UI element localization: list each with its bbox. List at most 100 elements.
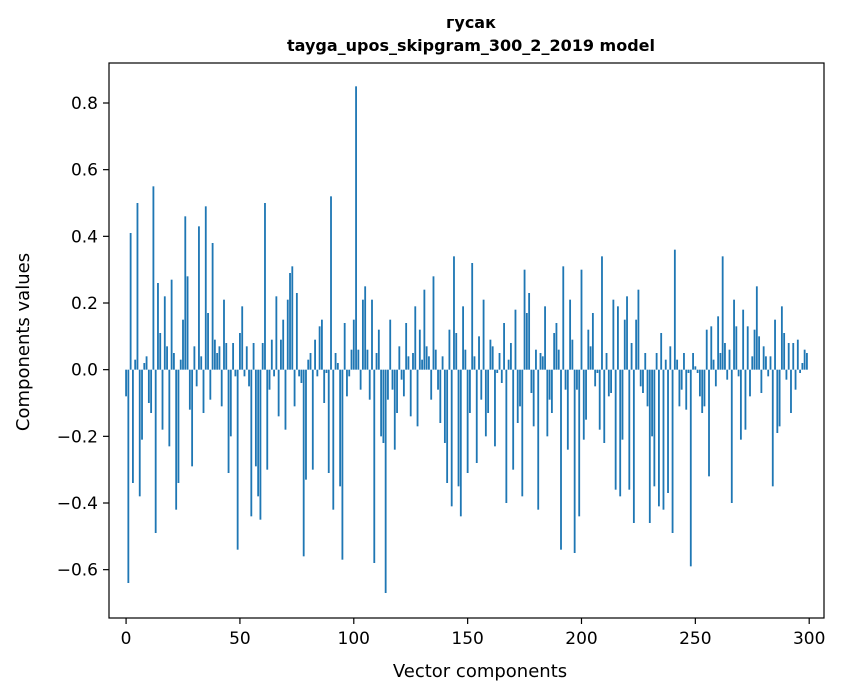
bar bbox=[475, 369, 478, 463]
bar bbox=[512, 369, 515, 470]
bar bbox=[204, 206, 207, 370]
bar bbox=[562, 266, 565, 370]
bar bbox=[503, 323, 505, 370]
bar bbox=[664, 359, 667, 370]
bar bbox=[355, 86, 357, 370]
bar bbox=[578, 369, 581, 517]
bar bbox=[787, 343, 790, 370]
bar bbox=[280, 339, 282, 370]
bar bbox=[223, 299, 225, 370]
bar bbox=[739, 369, 742, 440]
bar bbox=[430, 369, 433, 400]
bar bbox=[368, 369, 371, 400]
bar bbox=[216, 353, 219, 370]
y-tick-label: 0.8 bbox=[71, 94, 98, 114]
bar bbox=[163, 296, 166, 370]
bar bbox=[261, 343, 264, 370]
bar bbox=[796, 339, 799, 370]
bar bbox=[316, 369, 319, 377]
bar bbox=[806, 353, 808, 370]
bar bbox=[758, 336, 761, 370]
bar bbox=[357, 349, 360, 370]
bar bbox=[282, 319, 285, 370]
bar bbox=[159, 333, 162, 370]
y-axis: −0.6 −0.4 −0.2 0.0 0.2 0.4 0.6 0.8 bbox=[57, 94, 109, 581]
bar bbox=[293, 369, 296, 407]
bar bbox=[252, 343, 255, 370]
bar bbox=[487, 369, 490, 413]
bar bbox=[439, 369, 442, 423]
bar bbox=[314, 339, 316, 370]
bar bbox=[749, 369, 751, 397]
bar bbox=[765, 356, 767, 370]
bar bbox=[598, 369, 601, 430]
bar bbox=[143, 363, 146, 370]
bar bbox=[548, 369, 551, 400]
bar bbox=[446, 369, 449, 483]
bar bbox=[398, 346, 401, 370]
bar bbox=[489, 339, 492, 370]
bar bbox=[270, 339, 273, 370]
bar bbox=[459, 369, 462, 517]
bar bbox=[523, 269, 526, 370]
bar bbox=[696, 369, 699, 373]
bar bbox=[195, 369, 198, 387]
bar bbox=[514, 309, 517, 370]
bar bbox=[491, 346, 494, 370]
bar bbox=[632, 369, 635, 523]
bar bbox=[154, 369, 157, 533]
bar bbox=[785, 369, 788, 380]
bar bbox=[646, 369, 649, 407]
bar bbox=[402, 369, 405, 397]
bar bbox=[776, 369, 779, 433]
chart-title: гусак bbox=[446, 13, 496, 32]
bar bbox=[658, 369, 660, 507]
bar bbox=[505, 369, 508, 503]
bar bbox=[623, 319, 626, 370]
bar bbox=[521, 369, 524, 497]
bar bbox=[628, 369, 631, 490]
bar bbox=[380, 369, 383, 437]
bar bbox=[484, 369, 487, 437]
bar bbox=[330, 196, 332, 370]
bar bbox=[227, 369, 230, 473]
plot-area bbox=[109, 63, 824, 618]
bar bbox=[610, 369, 612, 393]
bar bbox=[703, 369, 706, 407]
bar bbox=[418, 329, 421, 370]
bar bbox=[692, 353, 694, 370]
bar bbox=[626, 296, 628, 370]
bar bbox=[186, 276, 189, 370]
bar bbox=[373, 369, 376, 563]
bar bbox=[264, 203, 266, 370]
bar bbox=[200, 356, 203, 370]
bar bbox=[498, 353, 501, 370]
bar bbox=[448, 329, 451, 370]
bar bbox=[780, 306, 783, 370]
y-tick-label: 0.6 bbox=[71, 161, 98, 181]
bar bbox=[535, 349, 537, 370]
bar bbox=[157, 283, 159, 370]
bar bbox=[573, 369, 576, 553]
bar bbox=[359, 369, 362, 390]
bar bbox=[239, 333, 241, 370]
bar bbox=[177, 369, 180, 483]
bar bbox=[443, 369, 446, 443]
bar bbox=[428, 356, 430, 370]
bar bbox=[771, 369, 774, 487]
bar bbox=[407, 356, 410, 370]
bar bbox=[295, 293, 298, 370]
bar bbox=[714, 369, 717, 387]
bar bbox=[257, 369, 260, 497]
bar bbox=[259, 369, 262, 520]
bar bbox=[300, 369, 303, 383]
bar bbox=[594, 369, 597, 387]
bar bbox=[689, 369, 692, 567]
bar bbox=[207, 313, 209, 370]
bar bbox=[348, 369, 351, 377]
bar bbox=[753, 329, 756, 370]
x-tick-label: 50 bbox=[229, 629, 251, 649]
bar bbox=[188, 369, 191, 410]
y-tick-label: −0.4 bbox=[57, 494, 98, 514]
bar bbox=[712, 359, 715, 370]
